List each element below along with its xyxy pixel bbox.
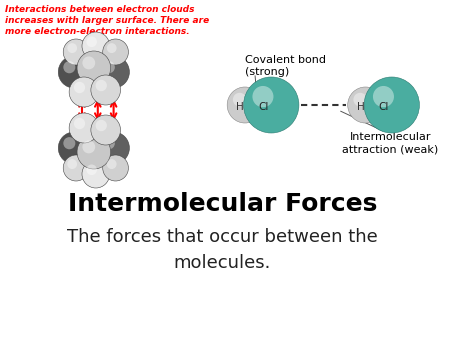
Circle shape (103, 155, 128, 181)
Circle shape (107, 43, 117, 53)
Circle shape (95, 80, 107, 91)
Circle shape (103, 137, 115, 149)
Circle shape (103, 39, 128, 65)
Circle shape (68, 159, 77, 169)
Circle shape (91, 115, 121, 145)
Circle shape (58, 56, 90, 88)
Text: Intermolecular Forces: Intermolecular Forces (68, 192, 377, 216)
Circle shape (74, 118, 85, 129)
Circle shape (77, 135, 111, 169)
Circle shape (98, 132, 130, 164)
Circle shape (77, 51, 111, 85)
Circle shape (69, 77, 99, 107)
Text: Intermolecular
attraction (weak): Intermolecular attraction (weak) (342, 132, 438, 154)
Circle shape (364, 77, 419, 133)
Circle shape (98, 56, 130, 88)
Circle shape (86, 37, 97, 47)
Text: Covalent bond
(strong): Covalent bond (strong) (245, 55, 326, 77)
Text: Cl: Cl (258, 102, 269, 112)
Circle shape (91, 75, 121, 105)
Circle shape (63, 39, 89, 65)
Circle shape (82, 141, 95, 153)
Text: Cl: Cl (378, 102, 389, 112)
Circle shape (227, 87, 263, 123)
Circle shape (82, 32, 110, 60)
Circle shape (82, 160, 110, 188)
Text: The forces that occur between the
molecules.: The forces that occur between the molecu… (67, 228, 378, 272)
Circle shape (103, 61, 115, 73)
Circle shape (348, 87, 383, 123)
Circle shape (63, 155, 89, 181)
Circle shape (233, 93, 247, 106)
Text: H: H (357, 102, 365, 112)
Circle shape (82, 56, 95, 69)
Circle shape (95, 120, 107, 131)
Circle shape (69, 113, 99, 143)
Circle shape (107, 159, 117, 169)
Circle shape (68, 43, 77, 53)
Circle shape (252, 86, 274, 107)
Text: Interactions between electron clouds
increases with larger surface. There are
mo: Interactions between electron clouds inc… (5, 5, 209, 36)
Circle shape (63, 61, 75, 73)
Circle shape (353, 93, 367, 106)
Text: H: H (236, 102, 244, 112)
Circle shape (74, 82, 85, 93)
Circle shape (58, 132, 90, 164)
Circle shape (243, 77, 299, 133)
Circle shape (373, 86, 394, 107)
Circle shape (86, 165, 97, 175)
Circle shape (63, 137, 75, 149)
